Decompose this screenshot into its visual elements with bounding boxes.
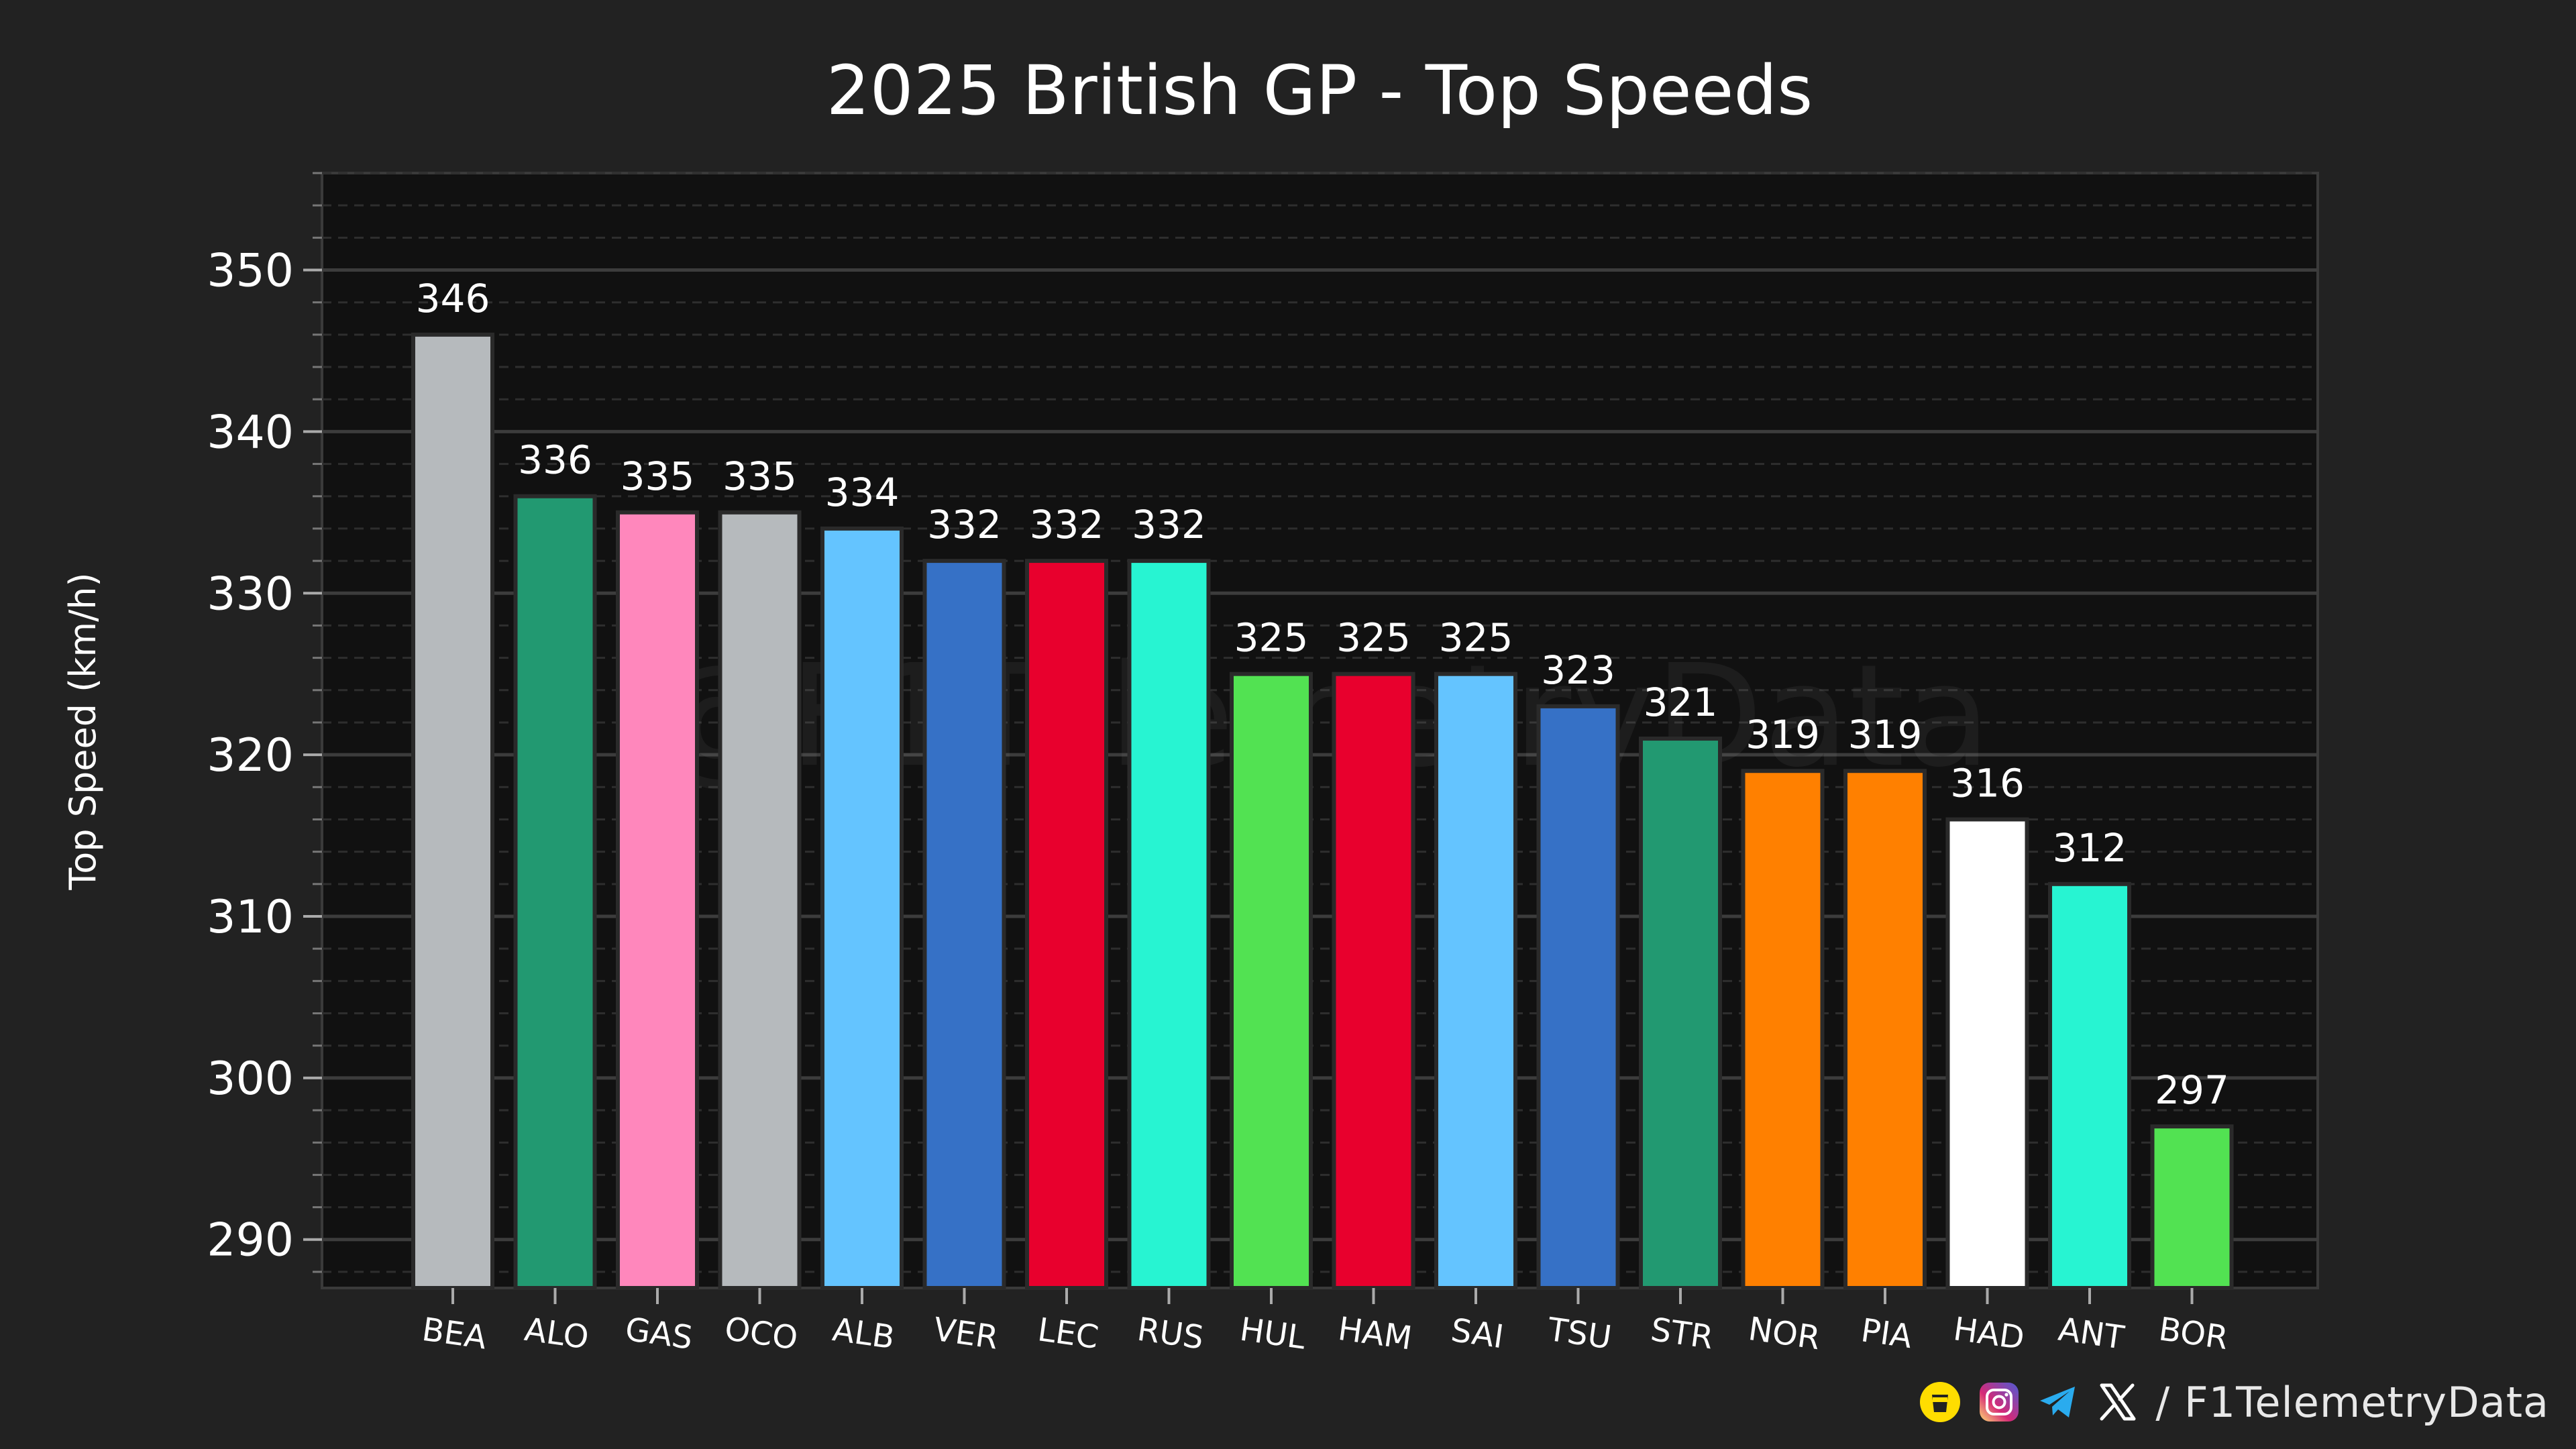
x-tick-label: PIA [1859, 1311, 1915, 1356]
x-tick-label: HAD [1951, 1310, 2027, 1357]
value-labels: 346 336 335 335 334 332 332 332 325 325 325 323 321 3… [416, 276, 2229, 1113]
y-tick-label: 330 [207, 568, 294, 621]
bar-value-label: 335 [621, 453, 695, 499]
bar-value-label: 332 [1030, 502, 1104, 547]
bar [411, 332, 494, 1291]
y-tick-label: 340 [207, 406, 294, 459]
x-tick-label: TSU [1545, 1311, 1614, 1357]
instagram-icon[interactable] [1978, 1381, 2020, 1423]
y-axis: 290 300 310 320 330 340 350 [207, 172, 322, 1273]
x-tick-label: STR [1648, 1311, 1715, 1356]
bar-value-label: 312 [2053, 825, 2127, 871]
x-icon[interactable] [2096, 1381, 2138, 1423]
bar [820, 526, 904, 1290]
bar [922, 559, 1006, 1291]
bar [1843, 769, 1927, 1290]
x-tick-label: VER [931, 1311, 1000, 1357]
buymeacoffee-icon[interactable] [1919, 1381, 1961, 1423]
bar [1332, 672, 1415, 1290]
bar-value-label: 335 [722, 453, 797, 499]
x-tick-label: HAM [1336, 1310, 1414, 1358]
bar [1536, 704, 1620, 1290]
y-tick-label: 290 [207, 1214, 294, 1267]
bar [718, 510, 802, 1291]
y-tick-label: 320 [207, 729, 294, 782]
bar-value-label: 346 [416, 276, 490, 321]
bar [1945, 817, 2029, 1290]
footer: / F1TelemetryData [1919, 1368, 2549, 1436]
x-tick-label: BEA [420, 1311, 489, 1357]
x-tick-label: BOR [2157, 1310, 2231, 1357]
y-tick-label: 350 [207, 245, 294, 298]
x-tick-label: ANT [2056, 1311, 2127, 1357]
bar-value-label: 332 [1132, 502, 1206, 547]
bar-value-label: 316 [1950, 760, 2025, 806]
bar [1741, 769, 1825, 1290]
bar [1639, 737, 1722, 1290]
bar-value-label: 323 [1541, 647, 1615, 693]
bar-value-label: 336 [518, 437, 592, 483]
bar-value-label: 321 [1644, 680, 1718, 725]
telegram-icon[interactable] [2037, 1381, 2079, 1423]
bar-value-label: 325 [1234, 615, 1309, 661]
bar-value-label: 325 [1439, 615, 1513, 661]
bar-value-label: 334 [825, 470, 900, 515]
bar [513, 494, 597, 1290]
x-tick-label: GAS [623, 1310, 695, 1356]
bar [2048, 881, 2131, 1290]
bar [1127, 559, 1211, 1291]
chart-title: 2025 British GP - Top Speeds [826, 51, 1813, 131]
x-tick-label: ALB [830, 1311, 897, 1356]
x-tick-label: OCO [722, 1310, 800, 1358]
bar [1434, 672, 1517, 1290]
x-tick-label: RUS [1135, 1311, 1206, 1357]
x-axis: BEA ALO GAS OCO ALB VER LEC RUS HUL HAM SAI TSU STR N… [420, 1288, 2231, 1358]
y-tick-label: 300 [207, 1053, 294, 1106]
y-axis-label: Top Speed (km/h) [62, 572, 104, 890]
bar-value-label: 319 [1746, 712, 1820, 757]
x-tick-label: LEC [1035, 1311, 1101, 1356]
bars [411, 332, 2234, 1291]
bar-value-label: 297 [2155, 1067, 2229, 1113]
bar-value-label: 319 [1848, 712, 1923, 757]
bar-value-label: 332 [927, 502, 1002, 547]
x-tick-label: SAI [1449, 1311, 1506, 1356]
bar [1025, 559, 1108, 1291]
bar [2150, 1124, 2234, 1291]
x-tick-label: ALO [522, 1311, 591, 1357]
bar [616, 510, 699, 1291]
x-tick-label: HUL [1238, 1311, 1308, 1357]
footer-handle[interactable]: / F1TelemetryData [2155, 1377, 2549, 1427]
y-tick-label: 310 [207, 891, 294, 944]
bar-value-label: 325 [1336, 615, 1411, 661]
bar [1230, 672, 1313, 1290]
x-tick-label: NOR [1746, 1310, 1823, 1357]
